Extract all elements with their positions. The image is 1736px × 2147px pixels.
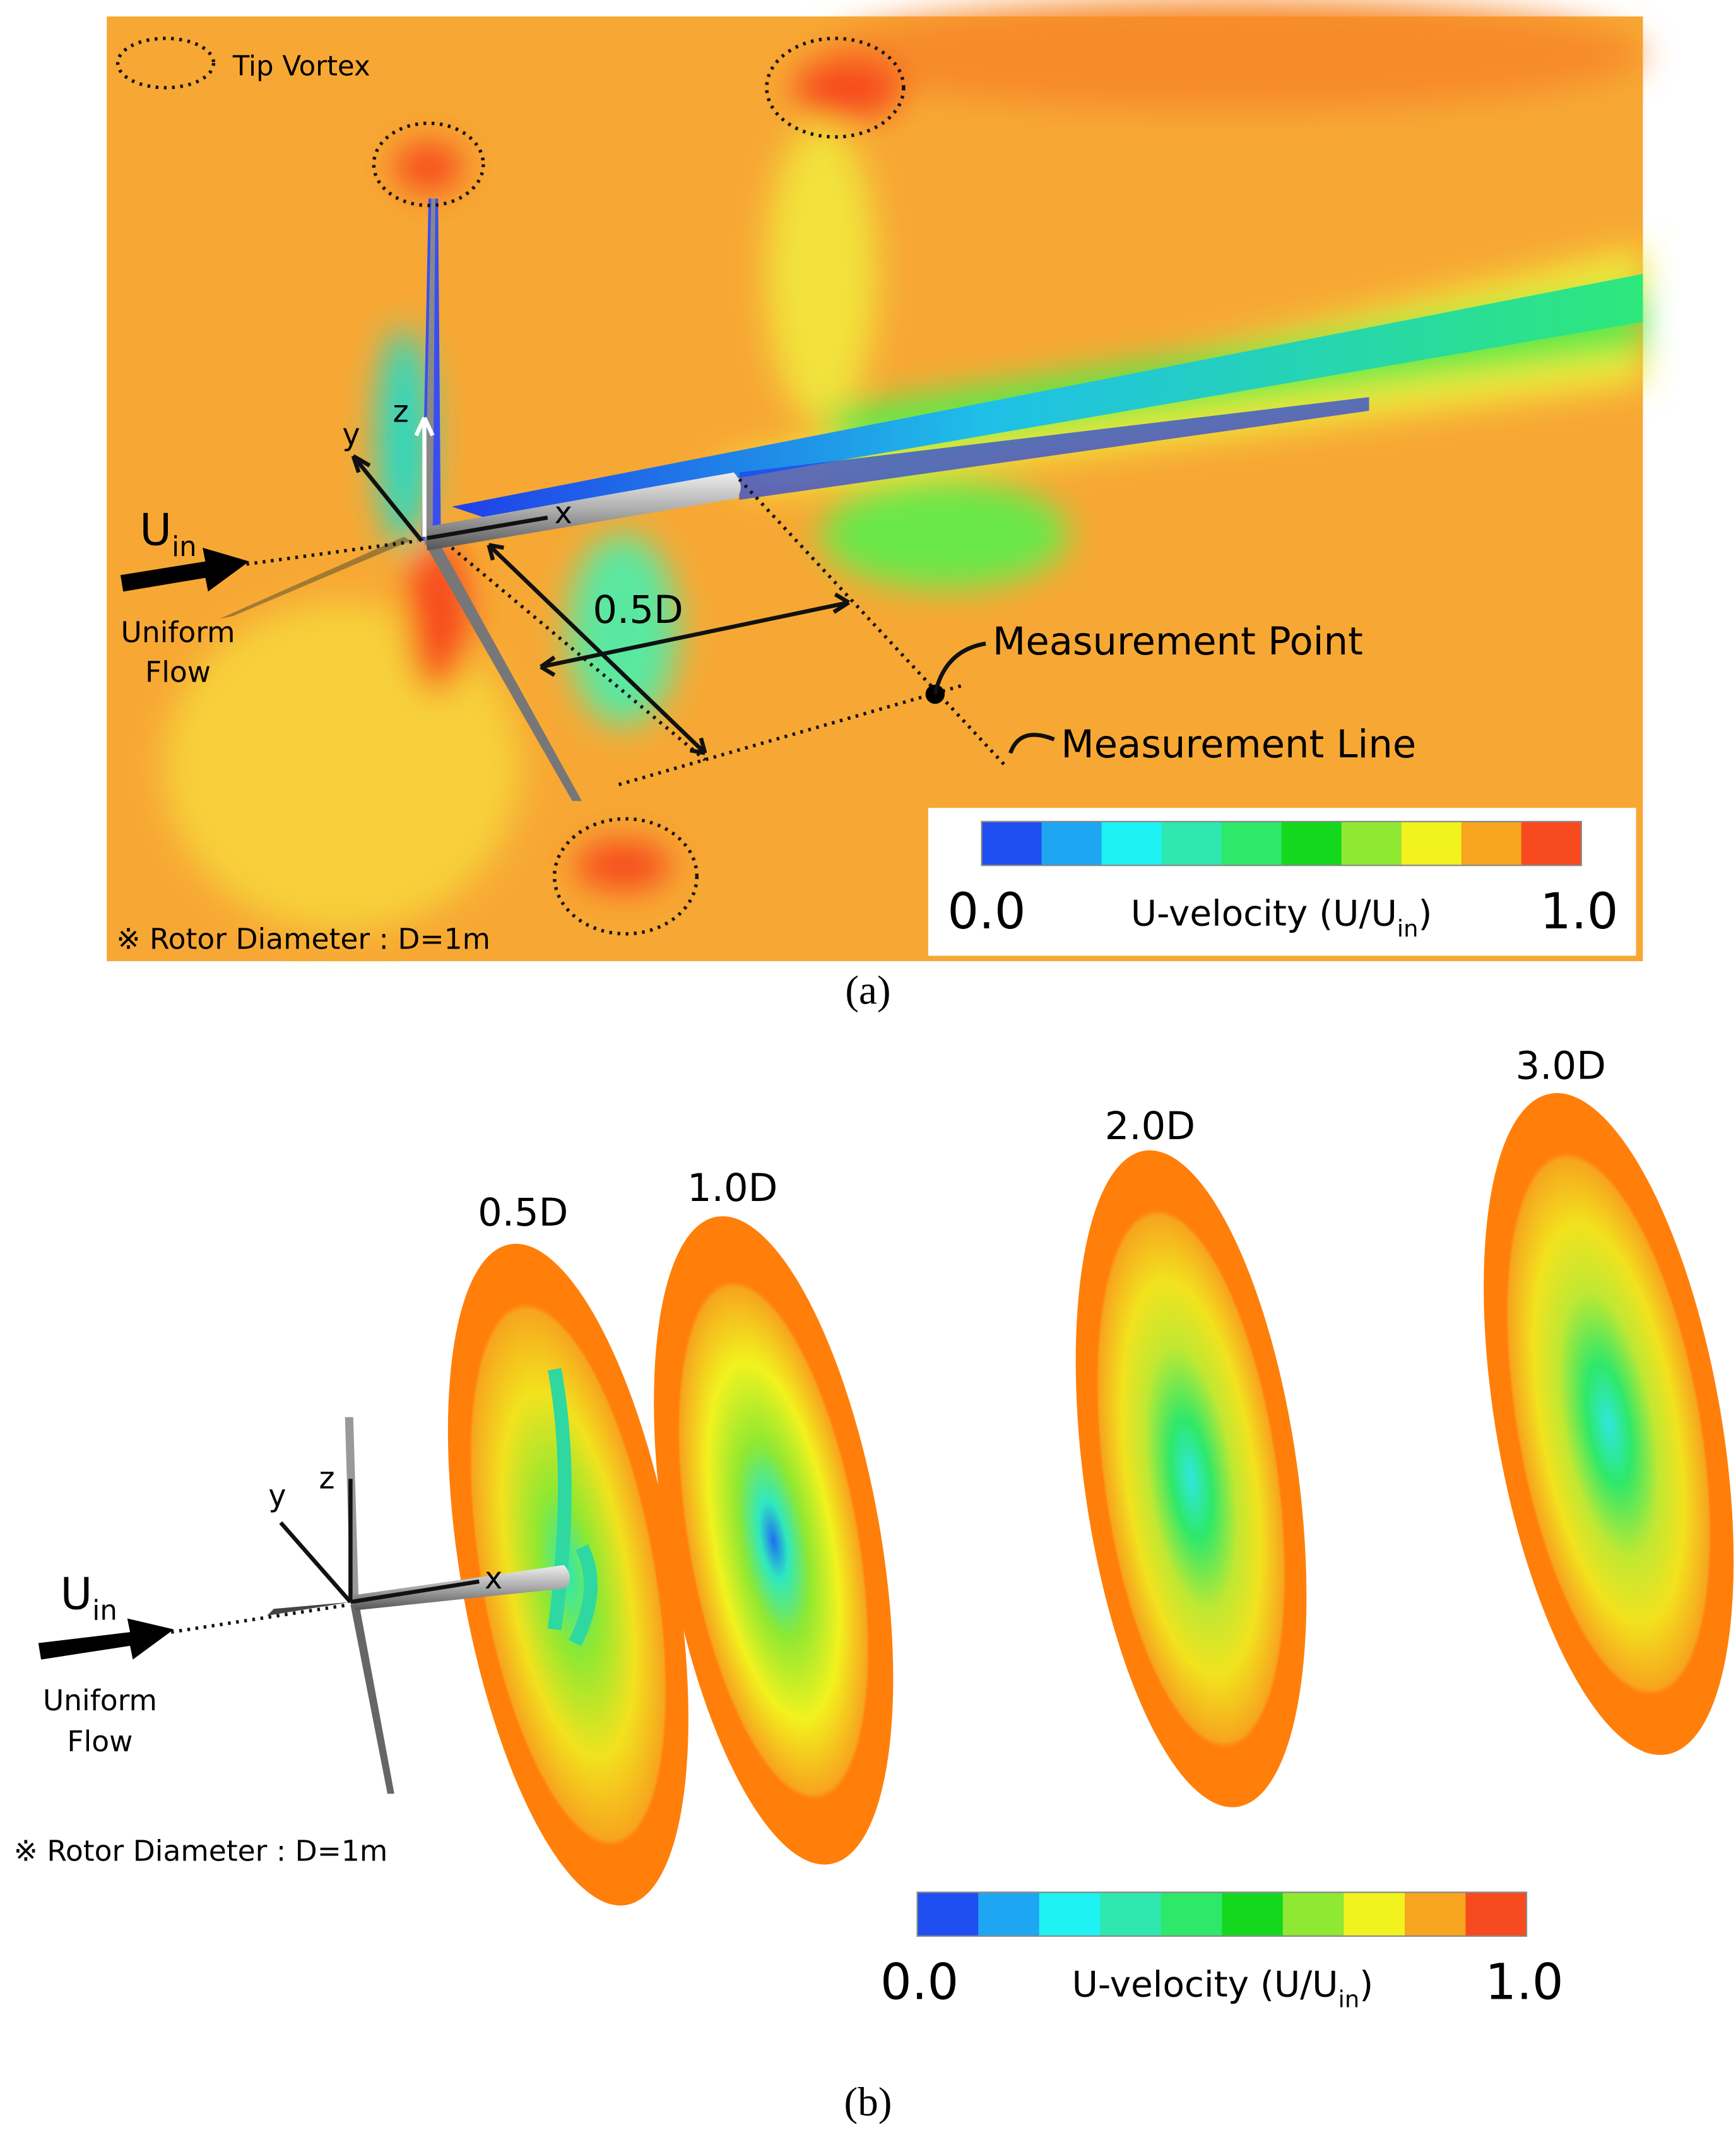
panel-a: Tip Vortex Uin Uniform Flow y z x 0.5D M… xyxy=(107,0,1643,1013)
axes xyxy=(279,1479,480,1604)
vortex-marker xyxy=(552,817,699,936)
colorbar-segment xyxy=(1282,1892,1345,1936)
dimension-arrow xyxy=(540,592,850,677)
inflow-text: Uniform xyxy=(43,1684,157,1717)
colorbar-segment xyxy=(1404,1892,1467,1936)
x-axis xyxy=(427,515,548,540)
inflow-line xyxy=(170,1603,350,1634)
blade xyxy=(219,536,411,619)
colorbar-segment xyxy=(978,1892,1040,1936)
colorbar-frame xyxy=(916,1891,1528,1937)
colorbar-min: 0.0 xyxy=(880,1955,959,2011)
colorbar-segment xyxy=(1401,821,1462,866)
colorbar-max: 1.0 xyxy=(1540,884,1618,940)
nacelle xyxy=(424,472,741,551)
colorbar-segment xyxy=(1160,1892,1222,1936)
inflow-label: Uin xyxy=(139,506,196,563)
plane xyxy=(654,1216,894,1865)
colorbar xyxy=(916,1891,1528,1937)
nacelle xyxy=(353,1564,570,1611)
colorbar-title: U-velocity (U/Uin) xyxy=(1131,894,1432,942)
colorbar-segment xyxy=(917,1892,979,1936)
vortex-marker xyxy=(115,37,216,90)
inflow-label: Uin xyxy=(60,1569,117,1626)
colorbar-segment xyxy=(1039,1892,1101,1936)
colorbar-segment xyxy=(1281,821,1342,866)
colorbar-segment xyxy=(1343,1892,1405,1936)
colorbar-segment xyxy=(1041,821,1102,866)
colorbar-segment xyxy=(1222,1892,1284,1936)
annotation: Measurement Line xyxy=(1061,723,1416,767)
axis-label: y xyxy=(342,418,360,452)
plane-label: 2.0D xyxy=(1105,1104,1195,1149)
axis-label: y xyxy=(268,1479,286,1514)
vortex-marker xyxy=(765,37,906,139)
inflow-text: Flow xyxy=(67,1725,133,1758)
wake-core xyxy=(739,397,1369,500)
blade xyxy=(267,1602,351,1616)
plane-detail xyxy=(547,1368,598,1647)
legend-label: Tip Vortex xyxy=(232,50,370,82)
caption: (a) xyxy=(845,967,890,1013)
axis-label: z xyxy=(319,1461,335,1496)
wake xyxy=(451,273,1643,521)
plane-label: 1.0D xyxy=(687,1166,777,1210)
blade xyxy=(427,541,582,801)
colorbar-segment xyxy=(981,821,1042,866)
inflow-arrow xyxy=(120,547,249,592)
colorbar-title: U-velocity (U/Uin) xyxy=(1072,1964,1374,2013)
plane xyxy=(1075,1150,1307,1807)
annotation: Measurement Point xyxy=(993,620,1363,664)
inflow-text: Uniform xyxy=(121,616,235,649)
colorbar-max: 1.0 xyxy=(1485,1955,1563,2011)
note: ※ Rotor Diameter : D=1m xyxy=(14,1834,388,1867)
colorbar-segment xyxy=(1101,821,1162,866)
colorbar-segment xyxy=(1341,821,1402,866)
caption: (b) xyxy=(844,2079,892,2125)
axis-label: z xyxy=(393,394,409,429)
inflow-arrow xyxy=(38,1618,174,1660)
inflow-text: Flow xyxy=(145,656,211,689)
dimension-arrow xyxy=(487,543,707,755)
plane-label: 3.0D xyxy=(1516,1044,1606,1089)
blade xyxy=(424,198,435,545)
blade xyxy=(350,1602,394,1794)
colorbar-min: 0.0 xyxy=(947,884,1025,940)
plane-label: 0.5D xyxy=(478,1191,568,1235)
panel-b: y z x Uin Uniform Flow ※ Rotor Diameter … xyxy=(14,1044,1734,2125)
leader xyxy=(1008,733,1055,754)
colorbar-segment xyxy=(1221,821,1282,866)
z-axis xyxy=(414,417,435,537)
axis-label: x xyxy=(555,496,572,531)
plane-labels: 0.5D 1.0D 2.0D 3.0D xyxy=(478,1044,1606,1235)
colorbar xyxy=(981,820,1582,866)
axis-label: x xyxy=(485,1561,502,1596)
measurement-guides xyxy=(451,478,1008,786)
y-axis xyxy=(351,454,423,543)
note: ※ Rotor Diameter : D=1m xyxy=(116,923,490,956)
colorbar-frame xyxy=(981,820,1582,866)
colorbar-segment xyxy=(1461,821,1522,866)
colorbar-segment xyxy=(1465,1892,1527,1936)
leader xyxy=(933,641,986,695)
plane xyxy=(1484,1093,1734,1755)
colorbar-segment xyxy=(1161,821,1222,866)
distance-label: 0.5D xyxy=(593,588,683,632)
colorbar-segment xyxy=(1100,1892,1162,1936)
colorbar-segment xyxy=(1521,821,1582,866)
